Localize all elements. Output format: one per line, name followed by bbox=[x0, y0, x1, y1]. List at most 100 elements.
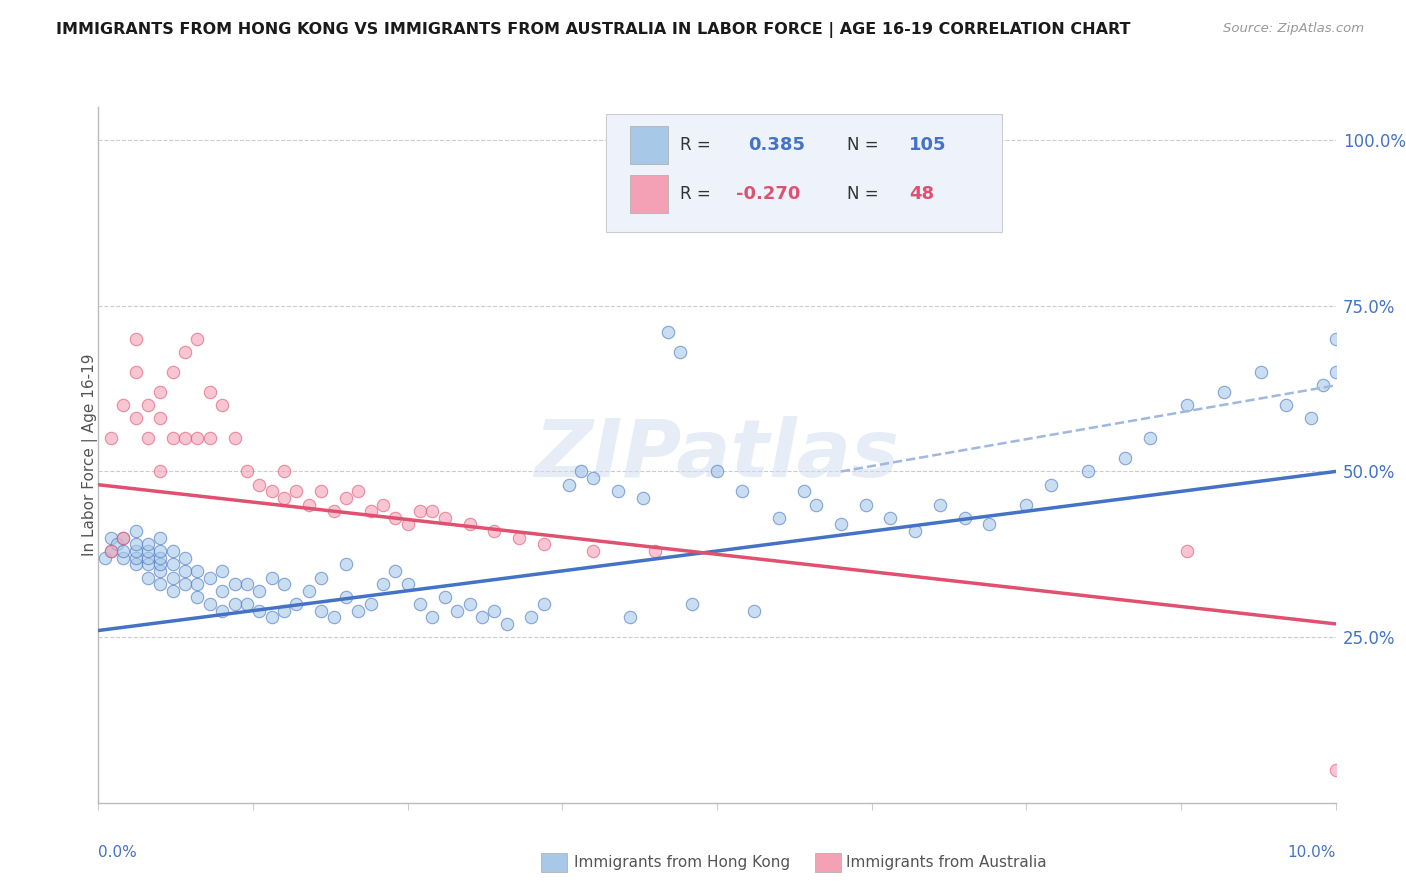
Point bbox=[347, 604, 370, 618]
Text: N =: N = bbox=[846, 136, 879, 154]
Point bbox=[149, 384, 172, 399]
Point bbox=[124, 558, 146, 572]
Text: R =: R = bbox=[681, 185, 710, 203]
Point bbox=[347, 484, 370, 499]
Point bbox=[186, 431, 208, 445]
Point bbox=[1015, 498, 1038, 512]
Point bbox=[112, 398, 135, 412]
Bar bbox=[630, 126, 668, 164]
Point bbox=[124, 411, 146, 425]
Point bbox=[100, 431, 122, 445]
Point bbox=[298, 498, 321, 512]
Point bbox=[260, 570, 283, 584]
Point bbox=[124, 332, 146, 346]
Point bbox=[335, 591, 357, 605]
Point bbox=[124, 537, 146, 551]
Point bbox=[309, 484, 332, 499]
Point bbox=[273, 465, 295, 479]
Point bbox=[260, 610, 283, 624]
Point bbox=[953, 511, 976, 525]
Point bbox=[236, 465, 259, 479]
Point bbox=[149, 564, 172, 578]
Point bbox=[136, 558, 159, 572]
Point bbox=[458, 597, 481, 611]
Point bbox=[1324, 365, 1347, 379]
Point bbox=[186, 564, 208, 578]
Point bbox=[162, 570, 184, 584]
Point bbox=[804, 498, 827, 512]
Point bbox=[533, 537, 555, 551]
Point bbox=[149, 558, 172, 572]
Point bbox=[1250, 365, 1272, 379]
Point bbox=[136, 544, 159, 558]
Point bbox=[211, 398, 233, 412]
Point bbox=[149, 531, 172, 545]
Point bbox=[1213, 384, 1236, 399]
FancyBboxPatch shape bbox=[606, 114, 1001, 232]
Point bbox=[236, 577, 259, 591]
Point bbox=[149, 411, 172, 425]
Point bbox=[396, 517, 419, 532]
Point bbox=[273, 577, 295, 591]
Point bbox=[93, 550, 115, 565]
Text: Immigrants from Hong Kong: Immigrants from Hong Kong bbox=[574, 855, 790, 870]
Point bbox=[298, 583, 321, 598]
Point bbox=[136, 398, 159, 412]
Text: 0.385: 0.385 bbox=[748, 136, 806, 154]
Point bbox=[136, 570, 159, 584]
Point bbox=[162, 544, 184, 558]
Point bbox=[198, 597, 221, 611]
Point bbox=[236, 597, 259, 611]
Point bbox=[322, 504, 344, 518]
Point bbox=[162, 365, 184, 379]
Text: Immigrants from Australia: Immigrants from Australia bbox=[846, 855, 1047, 870]
Point bbox=[1299, 411, 1322, 425]
Point bbox=[669, 345, 692, 359]
Y-axis label: In Labor Force | Age 16-19: In Labor Force | Age 16-19 bbox=[82, 353, 98, 557]
Point bbox=[1312, 378, 1334, 392]
Point bbox=[768, 511, 790, 525]
Text: 48: 48 bbox=[908, 185, 934, 203]
Point bbox=[174, 577, 197, 591]
Point bbox=[186, 591, 208, 605]
Point bbox=[879, 511, 901, 525]
Point bbox=[124, 550, 146, 565]
Point bbox=[211, 583, 233, 598]
Point bbox=[112, 544, 135, 558]
Point bbox=[124, 524, 146, 538]
Point bbox=[174, 550, 197, 565]
Point bbox=[322, 610, 344, 624]
Point bbox=[706, 465, 728, 479]
Point bbox=[409, 504, 432, 518]
Point bbox=[657, 326, 679, 340]
Point bbox=[224, 577, 246, 591]
Point bbox=[396, 577, 419, 591]
Point bbox=[384, 564, 406, 578]
Point bbox=[855, 498, 877, 512]
Point bbox=[360, 597, 382, 611]
Point bbox=[162, 431, 184, 445]
Text: R =: R = bbox=[681, 136, 710, 154]
Point bbox=[557, 477, 579, 491]
Point bbox=[495, 616, 517, 631]
Point bbox=[384, 511, 406, 525]
Point bbox=[174, 345, 197, 359]
Point bbox=[371, 498, 394, 512]
Point bbox=[247, 583, 270, 598]
Point bbox=[1275, 398, 1298, 412]
Point bbox=[112, 550, 135, 565]
Point bbox=[198, 570, 221, 584]
Text: -0.270: -0.270 bbox=[735, 185, 800, 203]
Text: IMMIGRANTS FROM HONG KONG VS IMMIGRANTS FROM AUSTRALIA IN LABOR FORCE | AGE 16-1: IMMIGRANTS FROM HONG KONG VS IMMIGRANTS … bbox=[56, 22, 1130, 38]
Point bbox=[105, 537, 128, 551]
Point bbox=[162, 558, 184, 572]
Point bbox=[112, 531, 135, 545]
Point bbox=[731, 484, 754, 499]
Point bbox=[1175, 398, 1198, 412]
Bar bbox=[630, 175, 668, 213]
Point bbox=[149, 577, 172, 591]
Point bbox=[631, 491, 654, 505]
Text: 0.0%: 0.0% bbox=[98, 845, 138, 860]
Text: 10.0%: 10.0% bbox=[1288, 845, 1336, 860]
Point bbox=[1324, 332, 1347, 346]
